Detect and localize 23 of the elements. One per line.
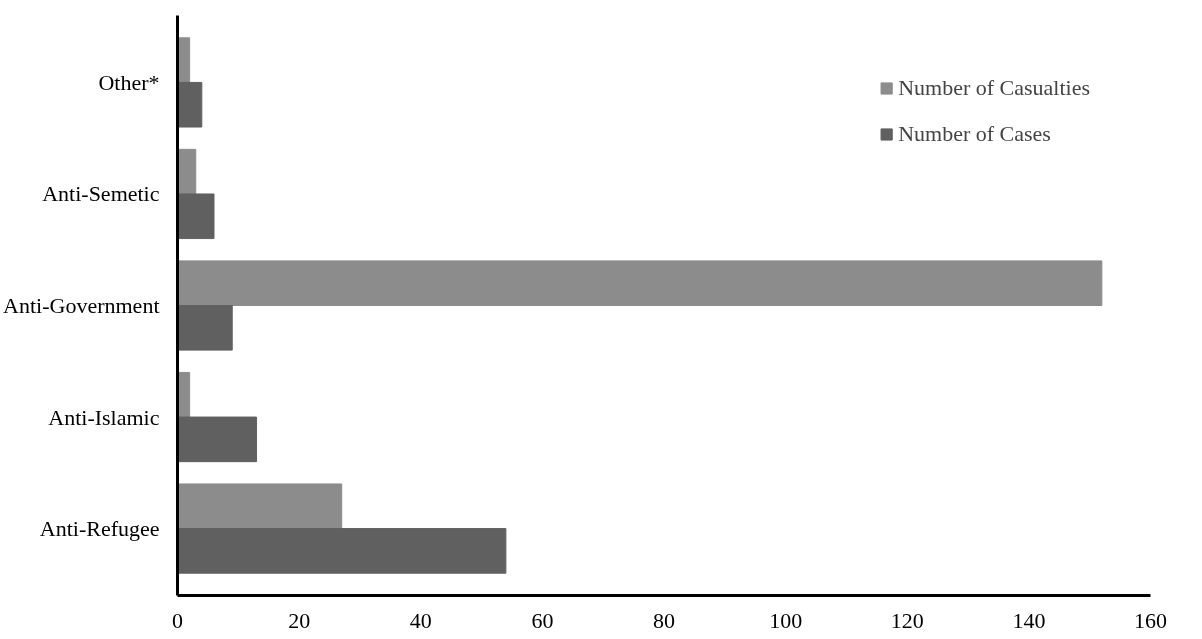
bar <box>177 483 343 530</box>
x-tick-label: 60 <box>531 607 554 633</box>
bar <box>177 305 233 351</box>
x-tick-label: 40 <box>409 607 432 633</box>
x-tick-label: 100 <box>769 607 803 633</box>
x-tick-label: 0 <box>172 607 183 633</box>
y-tick-label: Anti-Refugee <box>39 516 160 542</box>
bar <box>177 528 507 574</box>
y-tick-label: Anti-Islamic <box>48 404 160 430</box>
y-tick-label: Anti-Semetic <box>42 181 160 207</box>
x-tick-label: 120 <box>890 607 924 633</box>
bar <box>177 81 203 128</box>
x-tick-label: 160 <box>1134 607 1167 633</box>
bar <box>177 416 258 463</box>
x-tick-label: 20 <box>288 607 311 633</box>
bar <box>177 193 215 240</box>
legend-label: Number of Cases <box>898 121 1051 147</box>
bar <box>177 260 1103 306</box>
x-tick-label: 80 <box>653 607 675 633</box>
y-tick-label: Other* <box>98 69 160 95</box>
legend-label: Number of Casualties <box>898 75 1090 101</box>
y-tick-label: Anti-Government <box>3 293 160 318</box>
x-tick-label: 140 <box>1012 607 1046 633</box>
